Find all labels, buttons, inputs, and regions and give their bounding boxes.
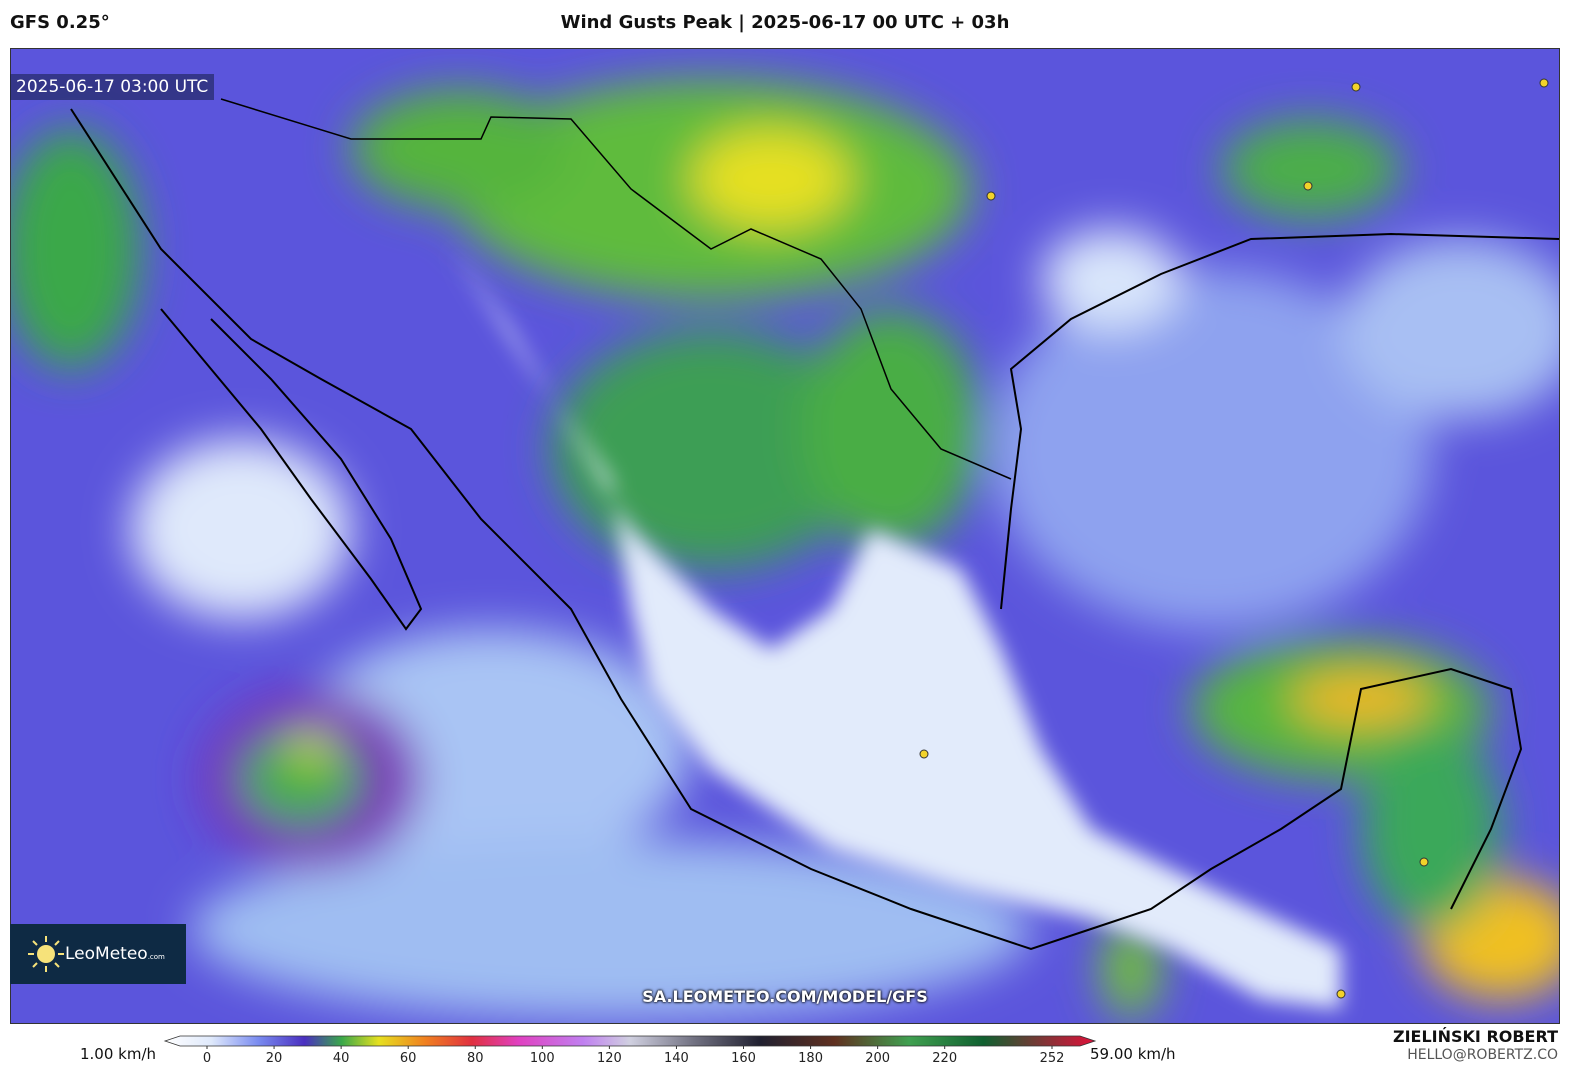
logo-text: LeoMeteo <box>65 944 148 964</box>
credit-name: ZIELIŃSKI ROBERT <box>1392 1027 1558 1046</box>
colorbar-tick-label: 180 <box>798 1051 823 1064</box>
logo-sun <box>28 936 64 972</box>
colorbar-tick-label: 60 <box>400 1051 417 1064</box>
colorbar-tick-label: 120 <box>597 1051 622 1064</box>
watermark: SA.LEOMETEO.COM/MODEL/GFS <box>642 987 928 1006</box>
credit-email: HELLO@ROBERTZ.CO <box>1407 1047 1558 1063</box>
colorbar-tick-label: 80 <box>467 1051 484 1064</box>
colorbar-tick-label: 140 <box>664 1051 689 1064</box>
colorbar-tick-label: 252 <box>1040 1051 1065 1064</box>
colorbar-max-label: 59.00 km/h <box>1090 1045 1176 1063</box>
colorbar-tick-label: 100 <box>530 1051 555 1064</box>
model-name: GFS 0.25° <box>10 12 110 33</box>
colorbar-tick-label: 20 <box>266 1051 283 1064</box>
colorbar-tick-label: 160 <box>731 1051 756 1064</box>
map-field <box>11 49 1559 1023</box>
logo: LeoMeteo.com <box>10 924 186 984</box>
colorbar-tick-label: 40 <box>333 1051 350 1064</box>
colorbar: 0 20 40 60 80 100 120 140 160 180 200 220 252 <box>163 1035 1097 1064</box>
logo-suffix: .com <box>147 953 165 961</box>
timestamp: 2025-06-17 03:00 UTC <box>10 74 215 100</box>
colorbar-min-label: 1.00 km/h <box>80 1045 157 1063</box>
colorbar-tick-label: 0 <box>203 1051 211 1064</box>
map <box>10 48 1560 1024</box>
colorbar-tick-label: 220 <box>932 1051 957 1064</box>
map-title: Wind Gusts Peak | 2025-06-17 00 UTC + 03… <box>560 12 1010 33</box>
colorbar-tick-label: 200 <box>865 1051 890 1064</box>
